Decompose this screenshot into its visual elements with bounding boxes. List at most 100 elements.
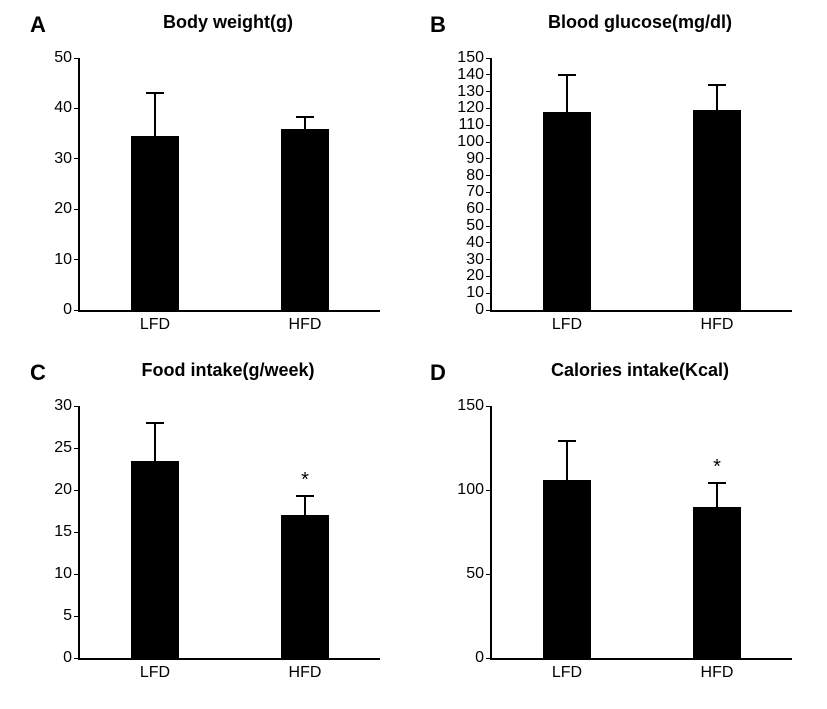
xtick-label-HFD: HFD [701, 316, 734, 334]
bar-HFD [693, 507, 741, 658]
errorbar-cap [146, 92, 164, 94]
ytick-label: 50 [466, 565, 484, 583]
bar-HFD [693, 110, 741, 310]
errorbar-line [154, 93, 156, 136]
ytick-label: 150 [457, 49, 484, 67]
errorbar-line [566, 441, 568, 480]
ytick-mark [486, 74, 492, 75]
ytick-mark [486, 406, 492, 407]
ytick-mark [486, 226, 492, 227]
ytick-label: 120 [457, 99, 484, 117]
ytick-mark [486, 490, 492, 491]
errorbar-line [716, 85, 718, 110]
significance-star: * [301, 469, 309, 492]
errorbar-cap [708, 84, 726, 86]
ytick-mark [74, 158, 80, 159]
ytick-mark [486, 658, 492, 659]
xtick-label-LFD: LFD [140, 664, 170, 682]
ytick-mark [74, 490, 80, 491]
xtick-label-LFD: LFD [552, 316, 582, 334]
ytick-label: 60 [466, 200, 484, 218]
errorbar-cap [146, 422, 164, 424]
panel-letter-C: C [30, 360, 46, 386]
ytick-label: 70 [466, 183, 484, 201]
ytick-label: 110 [458, 116, 484, 134]
ytick-mark [486, 242, 492, 243]
panel-letter-D: D [430, 360, 446, 386]
ytick-label: 90 [466, 150, 484, 168]
ytick-label: 20 [54, 481, 72, 499]
plot-area-A: 01020304050LFDHFD [78, 58, 380, 312]
ytick-label: 10 [466, 284, 484, 302]
ytick-label: 50 [54, 49, 72, 67]
errorbar-line [154, 423, 156, 461]
ytick-mark [486, 108, 492, 109]
ytick-label: 10 [54, 251, 72, 269]
ytick-mark [74, 532, 80, 533]
ytick-label: 0 [475, 649, 484, 667]
xtick-label-LFD: LFD [552, 664, 582, 682]
ytick-mark [486, 209, 492, 210]
errorbar-cap [296, 116, 314, 118]
errorbar-cap [296, 495, 314, 497]
errorbar-line [304, 496, 306, 515]
ytick-label: 20 [54, 200, 72, 218]
ytick-label: 0 [63, 301, 72, 319]
errorbar-cap [558, 74, 576, 76]
ytick-mark [74, 108, 80, 109]
figure-root: A Body weight(g) 01020304050LFDHFD B Blood g… [0, 0, 827, 709]
ytick-label: 30 [54, 397, 72, 415]
panel-letter-B: B [430, 12, 446, 38]
bar-LFD [131, 461, 179, 658]
ytick-label: 140 [457, 66, 484, 84]
ytick-label: 5 [63, 607, 72, 625]
ytick-mark [486, 276, 492, 277]
panel-title-C: Food intake(g/week) [78, 360, 378, 381]
ytick-mark [486, 158, 492, 159]
ytick-label: 80 [466, 167, 484, 185]
significance-star: * [713, 456, 721, 479]
bar-HFD [281, 129, 329, 310]
ytick-label: 10 [54, 565, 72, 583]
xtick-label-HFD: HFD [289, 664, 322, 682]
bar-LFD [543, 480, 591, 658]
ytick-label: 20 [466, 267, 484, 285]
ytick-label: 0 [63, 649, 72, 667]
ytick-label: 150 [457, 397, 484, 415]
errorbar-line [304, 117, 306, 129]
ytick-label: 100 [457, 481, 484, 499]
ytick-mark [74, 658, 80, 659]
ytick-mark [486, 293, 492, 294]
bar-HFD [281, 515, 329, 658]
panel-title-A: Body weight(g) [78, 12, 378, 33]
ytick-label: 0 [475, 301, 484, 319]
xtick-label-HFD: HFD [701, 664, 734, 682]
ytick-label: 50 [466, 217, 484, 235]
xtick-label-HFD: HFD [289, 316, 322, 334]
panel-title-D: Calories intake(Kcal) [490, 360, 790, 381]
ytick-mark [486, 259, 492, 260]
ytick-mark [74, 58, 80, 59]
ytick-mark [486, 125, 492, 126]
errorbar-cap [708, 482, 726, 484]
ytick-mark [486, 192, 492, 193]
panel-title-B: Blood glucose(mg/dl) [490, 12, 790, 33]
errorbar-cap [558, 440, 576, 442]
ytick-label: 130 [457, 83, 484, 101]
bar-LFD [543, 112, 591, 310]
ytick-mark [74, 616, 80, 617]
ytick-mark [74, 406, 80, 407]
ytick-mark [486, 91, 492, 92]
errorbar-line [566, 75, 568, 112]
panel-letter-A: A [30, 12, 46, 38]
ytick-mark [74, 448, 80, 449]
plot-area-B: 0102030405060708090100110120130140150LFD… [490, 58, 792, 312]
ytick-mark [486, 58, 492, 59]
ytick-label: 15 [54, 523, 72, 541]
ytick-mark [486, 175, 492, 176]
ytick-label: 30 [466, 251, 484, 269]
bar-LFD [131, 136, 179, 310]
ytick-mark [486, 142, 492, 143]
ytick-label: 30 [54, 150, 72, 168]
errorbar-line [716, 483, 718, 507]
